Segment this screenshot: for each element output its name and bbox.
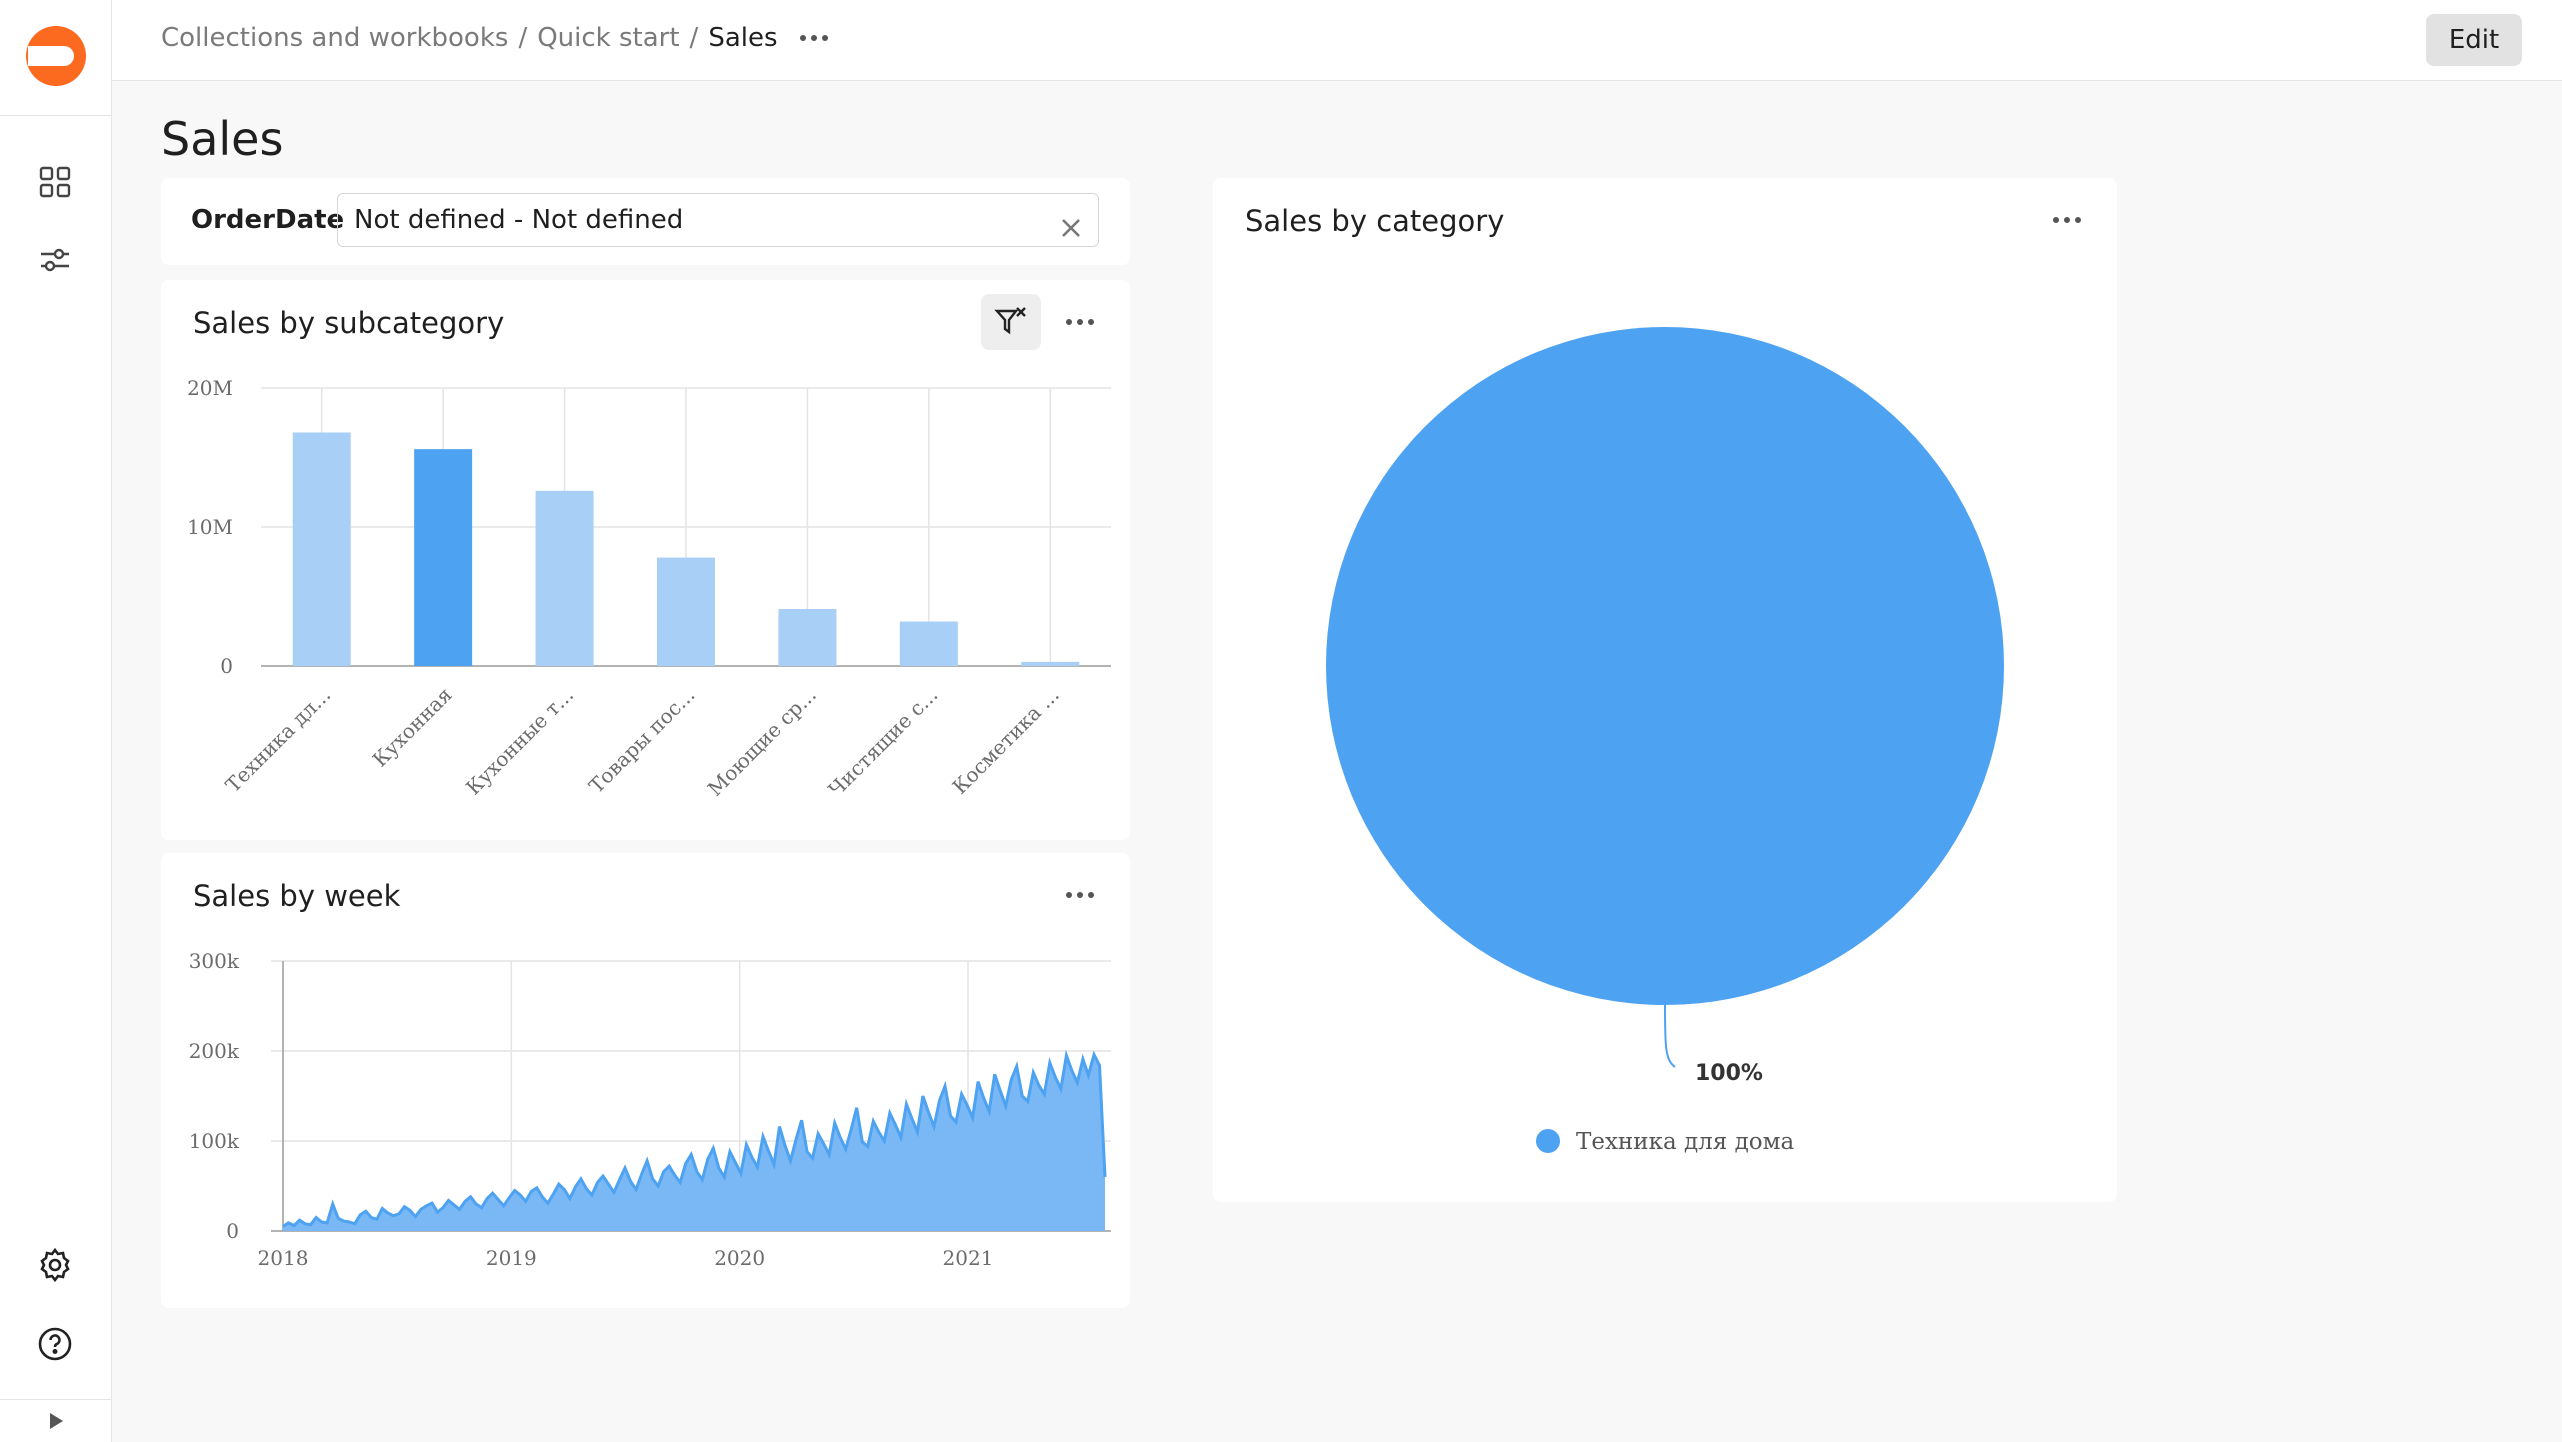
bar [899, 621, 958, 666]
x-tick-label: 2020 [714, 1246, 765, 1270]
more-icon[interactable] [1066, 319, 1094, 325]
chart-card-week: Sales by week 0 100k 200k 300k 2018 2019 2020 2… [161, 853, 1130, 1308]
y-tick-label: 10M [187, 515, 233, 539]
pie-chart: 100% Техника для дома [1326, 327, 2004, 1155]
filter-reset-icon [994, 307, 1026, 335]
more-icon[interactable] [799, 35, 828, 41]
breadcrumb: Collections and workbooks / Quick start … [161, 23, 828, 53]
filter-reset-button[interactable] [981, 294, 1041, 350]
y-tick-label: 0 [226, 1219, 239, 1243]
breadcrumb-quick-start[interactable]: Quick start [537, 23, 680, 53]
y-tick-label: 300k [189, 949, 240, 973]
more-icon[interactable] [1066, 892, 1094, 898]
more-icon[interactable] [2053, 217, 2081, 223]
y-tick-label: 100k [189, 1129, 240, 1153]
x-tick-label: Техника дл... [221, 683, 336, 798]
label-connector [1664, 1004, 1676, 1068]
bar [292, 432, 351, 666]
close-icon[interactable] [1058, 207, 1084, 259]
x-tick-label: Моющие ср... [703, 683, 821, 801]
bar-chart: 0 10M 20M Техника дл... Кухонная Кухонные т..… [187, 376, 1111, 802]
sidebar [0, 0, 112, 1442]
breadcrumb-collections[interactable]: Collections and workbooks [161, 23, 509, 53]
x-tick-label: Кухонная [368, 683, 457, 772]
filter-label: OrderDate [191, 205, 345, 235]
x-tick-label: Кухонные т... [461, 683, 578, 800]
breadcrumb-current[interactable]: Sales [708, 23, 778, 53]
orderdate-selector: OrderDate Not defined - Not defined [161, 178, 1130, 265]
page-title: Sales [161, 112, 284, 166]
top-header: Collections and workbooks / Quick start … [112, 0, 2562, 81]
help-icon[interactable] [37, 1326, 73, 1362]
x-tick-label: 2018 [258, 1246, 309, 1270]
edit-button[interactable]: Edit [2426, 14, 2522, 66]
collapse-arrow-icon [49, 1413, 63, 1429]
bar [1021, 661, 1080, 666]
bar [414, 449, 473, 666]
chart-title: Sales by week [193, 879, 401, 913]
breadcrumb-separator: / [518, 23, 528, 53]
breadcrumb-separator: / [689, 23, 699, 53]
chart-title: Sales by subcategory [193, 306, 505, 340]
area-chart: 0 100k 200k 300k 2018 2019 2020 2021 [189, 949, 1111, 1270]
sliders-icon[interactable] [37, 242, 73, 278]
y-tick-label: 0 [220, 654, 233, 678]
chart-card-category: Sales by category 100% Техника для дома [1213, 178, 2117, 1202]
bar [778, 609, 837, 666]
legend-label: Техника для дома [1576, 1129, 1794, 1155]
legend-marker [1536, 1129, 1560, 1153]
data-label: 100% [1695, 1061, 1763, 1086]
x-tick-label: Товары пос... [584, 683, 699, 798]
series-line [282, 1049, 1107, 1228]
x-tick-label: Косметика ... [948, 683, 1064, 799]
bar [657, 557, 715, 666]
dashboard-icon[interactable] [37, 164, 73, 200]
x-tick-label: Чистящие с... [824, 683, 943, 802]
chart-title: Sales by category [1245, 204, 1505, 238]
chart-card-subcategory: Sales by subcategory 0 10M 20M Техника дл..… [161, 280, 1130, 840]
x-tick-label: 2019 [486, 1246, 537, 1270]
orderdate-range-input[interactable]: Not defined - Not defined [337, 193, 1099, 247]
y-tick-label: 200k [189, 1039, 240, 1063]
app-logo[interactable] [24, 24, 88, 88]
y-tick-label: 20M [187, 376, 233, 400]
settings-gear-icon[interactable] [37, 1247, 73, 1283]
logo-area [0, 0, 111, 116]
pie-slice [1326, 327, 2004, 1005]
collapse-sidebar-button[interactable] [0, 1399, 111, 1442]
x-tick-label: 2021 [943, 1246, 994, 1270]
bar [535, 490, 594, 666]
filter-value: Not defined - Not defined [354, 205, 684, 235]
area-fill [283, 1054, 1105, 1231]
